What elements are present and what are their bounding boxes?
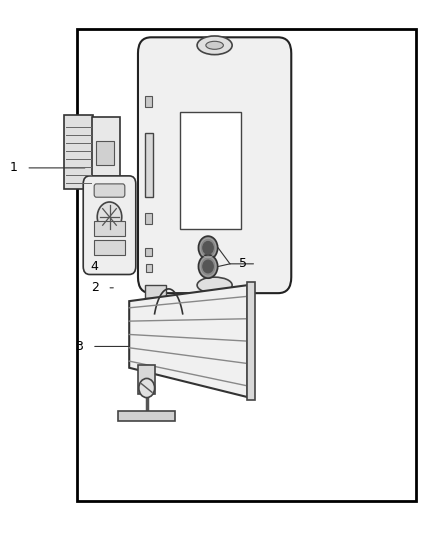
Ellipse shape [197,277,232,293]
Text: 5: 5 [240,257,247,270]
FancyBboxPatch shape [138,37,291,293]
Bar [118,411,175,421]
Bar [180,112,241,229]
Bar [145,213,152,224]
Text: 2: 2 [91,281,99,294]
FancyBboxPatch shape [83,176,136,274]
Bar [64,115,93,189]
Circle shape [203,260,213,273]
Text: 3: 3 [75,340,83,353]
Bar [92,117,120,187]
Ellipse shape [206,42,223,50]
Bar [77,29,416,501]
Circle shape [139,378,155,398]
Circle shape [203,241,213,254]
Polygon shape [129,285,247,397]
Bar [145,133,153,197]
Bar [94,221,125,236]
Bar [145,96,152,107]
Bar [247,282,255,400]
FancyBboxPatch shape [94,184,125,197]
Bar [146,264,152,272]
Text: 4: 4 [91,260,99,273]
Ellipse shape [197,36,232,55]
Circle shape [97,202,122,232]
Bar [94,240,125,255]
Bar [138,365,155,394]
Circle shape [198,255,218,278]
Bar [96,141,114,165]
Bar [145,285,166,298]
Circle shape [198,236,218,260]
Text: 1: 1 [10,161,18,174]
Bar [145,248,152,256]
